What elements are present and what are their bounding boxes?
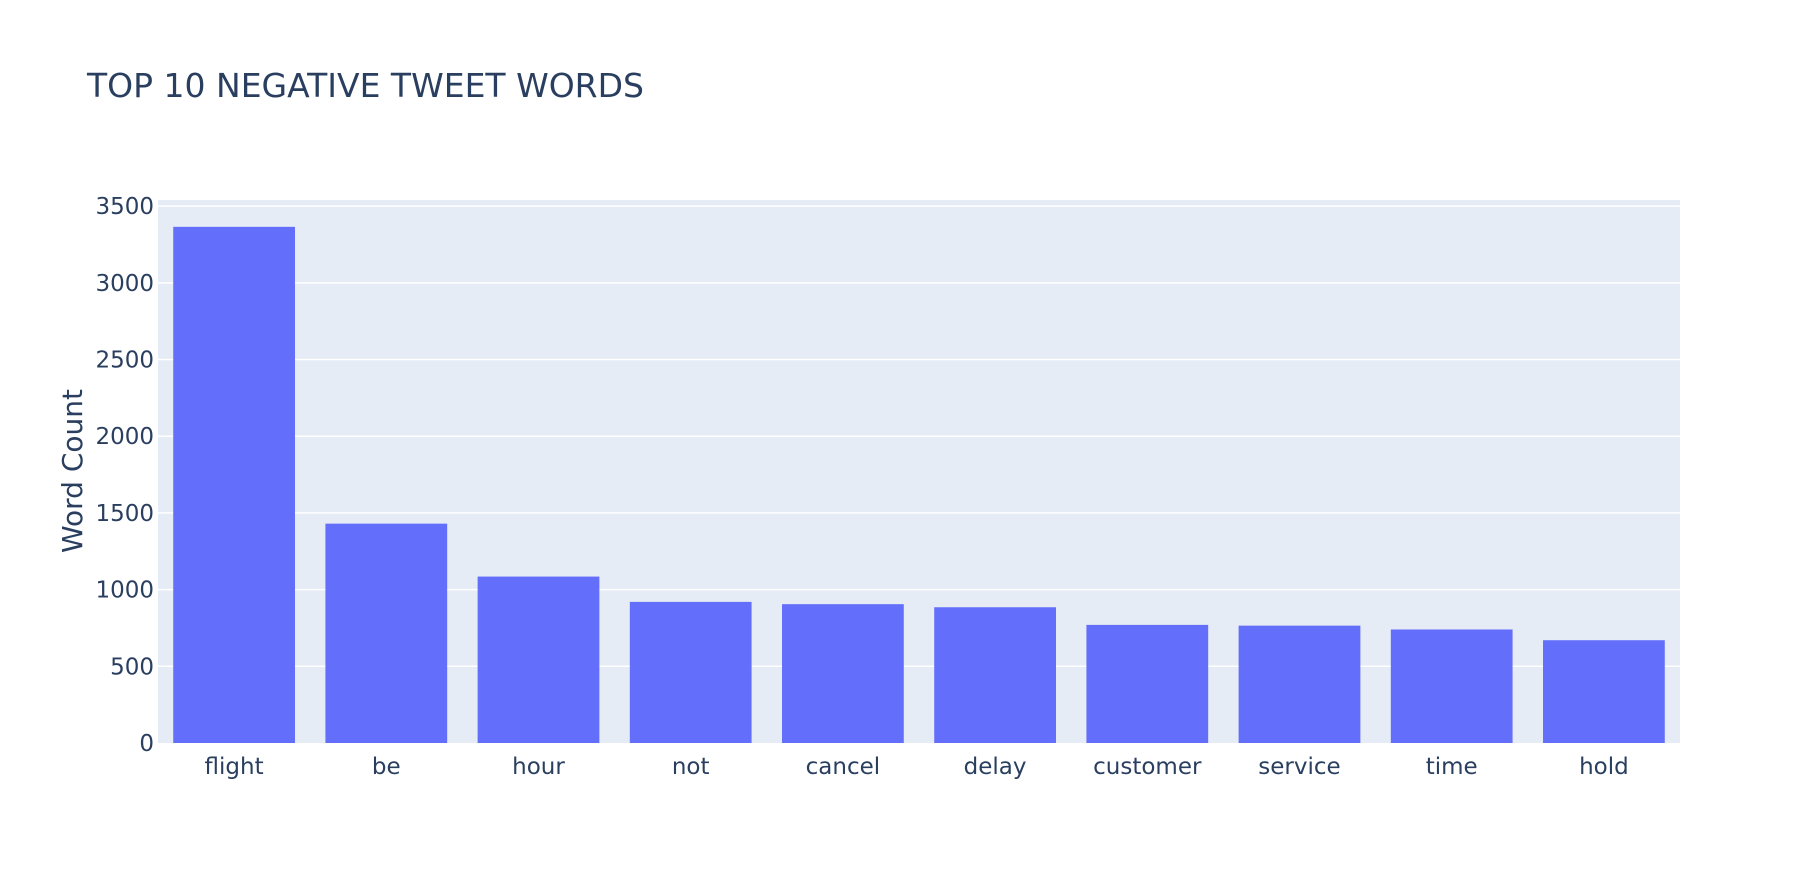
bars — [173, 226, 1665, 744]
y-tick-label: 3500 — [95, 194, 154, 220]
y-axis-ticks: 0 500 1000 1500 2000 2500 3000 3500 — [95, 194, 154, 757]
bar-hold — [1543, 640, 1665, 743]
x-tick-label: customer — [1093, 754, 1202, 780]
y-tick-label: 2000 — [95, 424, 154, 450]
y-tick-label: 1500 — [95, 501, 154, 527]
y-tick-label: 1000 — [95, 578, 154, 604]
x-tick-label: hold — [1579, 754, 1629, 780]
y-tick-label: 0 — [139, 731, 154, 757]
y-tick-label: 3000 — [95, 271, 154, 297]
y-tick-label: 2500 — [95, 348, 154, 374]
x-tick-label: service — [1258, 754, 1340, 780]
bar-flight — [173, 226, 295, 744]
x-tick-label: cancel — [806, 754, 881, 780]
x-tick-label: time — [1426, 754, 1478, 780]
bar-be — [325, 523, 448, 743]
x-tick-label: not — [672, 754, 710, 780]
x-axis-ticks: flight be hour not cancel delay customer servic… — [205, 754, 1629, 780]
chart-title: TOP 10 NEGATIVE TWEET WORDS — [86, 66, 644, 105]
bar-cancel — [782, 604, 904, 743]
x-tick-label: delay — [964, 754, 1027, 780]
bar-not — [629, 601, 752, 743]
bar-hour — [477, 576, 600, 743]
x-tick-label: be — [372, 754, 401, 780]
y-axis-title: Word Count — [56, 389, 89, 553]
bar-delay — [934, 607, 1056, 743]
x-tick-label: flight — [205, 754, 264, 780]
bar-customer — [1086, 624, 1209, 743]
bar-service — [1238, 625, 1361, 743]
x-tick-label: hour — [512, 754, 565, 780]
y-tick-label: 500 — [110, 654, 154, 680]
bar-time — [1390, 629, 1513, 743]
